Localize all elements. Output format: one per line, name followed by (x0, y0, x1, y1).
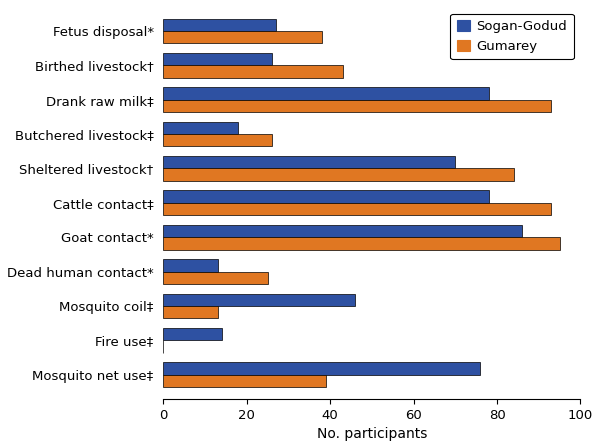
X-axis label: No. participants: No. participants (317, 427, 427, 441)
Bar (163, 156, 455, 168)
Bar (163, 225, 522, 237)
Bar (163, 134, 272, 146)
Bar (163, 306, 218, 319)
Bar (163, 122, 238, 134)
Bar (163, 100, 551, 112)
Bar (163, 375, 326, 387)
Bar (163, 237, 560, 250)
Bar (163, 328, 222, 340)
Bar (163, 293, 355, 306)
Bar (163, 259, 218, 271)
Bar (163, 168, 514, 181)
Bar (163, 65, 343, 78)
Bar (163, 31, 322, 43)
Bar (163, 87, 488, 100)
Bar (163, 53, 272, 65)
Legend: Sogan-Godud, Gumarey: Sogan-Godud, Gumarey (450, 13, 574, 60)
Bar (163, 362, 481, 375)
Bar (163, 271, 268, 284)
Bar (163, 19, 276, 31)
Bar (163, 203, 551, 215)
Bar (163, 190, 488, 203)
